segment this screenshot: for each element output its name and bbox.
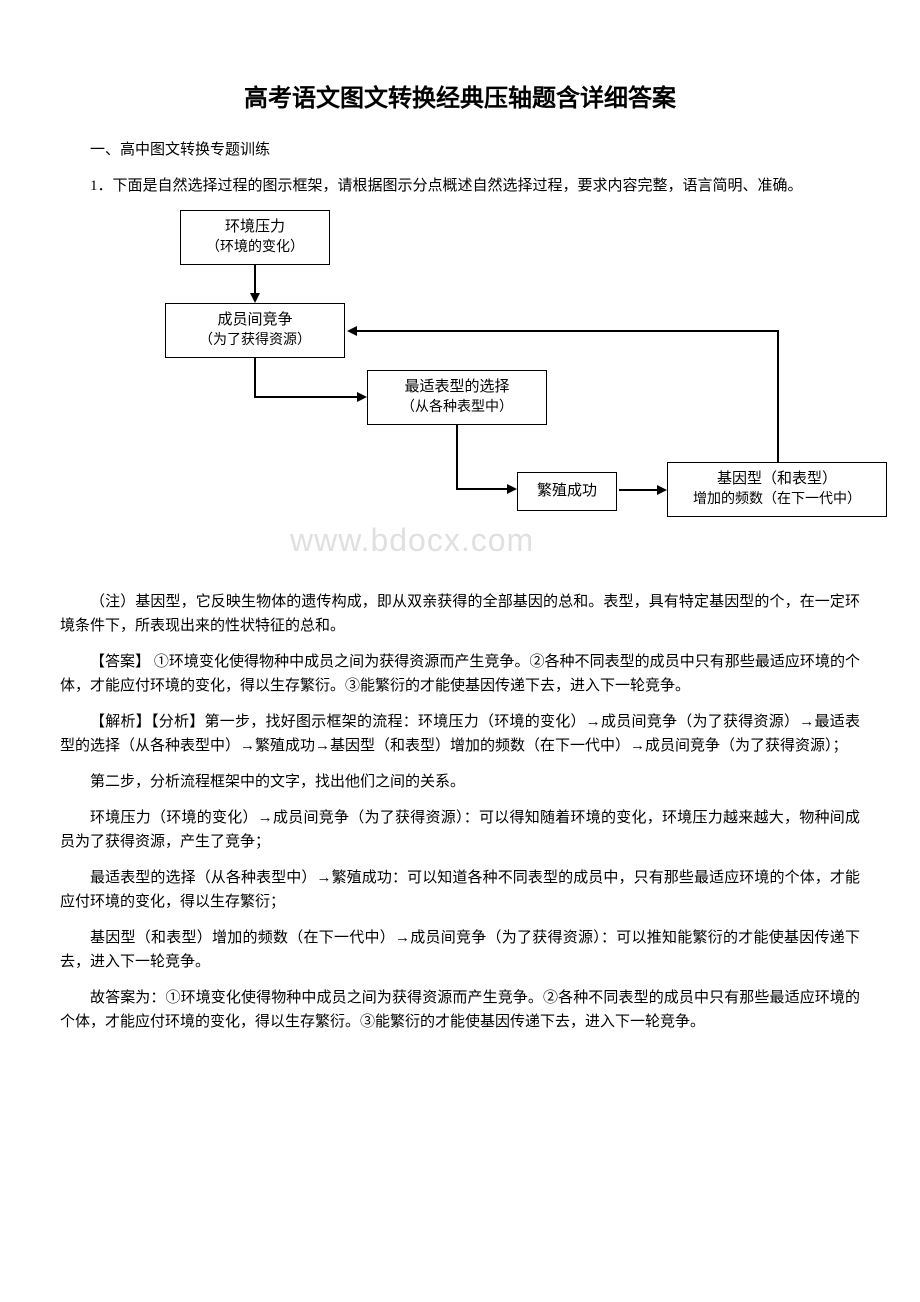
box1-line1: 环境压力: [191, 217, 319, 238]
box3-line1: 最适表型的选择: [378, 377, 536, 398]
conclusion-text: 故答案为：①环境变化使得物种中成员之间为获得资源而产生竞争。②各种不同表型的成员…: [60, 986, 860, 1034]
flowchart-box-4: 繁殖成功: [517, 472, 617, 511]
arrow-3-4-v: [456, 425, 458, 490]
watermark-text: www.bdocx.com: [290, 515, 534, 566]
box2-line2: （为了获得资源）: [176, 331, 334, 351]
flowchart-box-5: 基因型（和表型） 增加的频数（在下一代中）: [667, 462, 887, 517]
arrow-4-5: [619, 489, 659, 491]
page-title: 高考语文图文转换经典压轴题含详细答案: [60, 80, 860, 118]
analysis-p3: 环境压力（环境的变化）→成员间竞争（为了获得资源）：可以得知随着环境的变化，环境…: [60, 806, 860, 854]
analysis-p5: 基因型（和表型）增加的频数（在下一代中）→成员间竞争（为了获得资源）：可以推知能…: [60, 926, 860, 974]
analysis-p1: 【解析】【分析】第一步，找好图示框架的流程：环境压力（环境的变化）→成员间竞争（…: [60, 710, 860, 758]
flowchart-diagram: www.bdocx.com 环境压力 （环境的变化） 成员间竞争 （为了获得资源…: [110, 210, 890, 580]
arrow-head-3-4: [507, 484, 517, 494]
arrow-1-2: [254, 265, 256, 295]
box3-line2: （从各种表型中）: [378, 398, 536, 418]
analysis-p2: 第二步，分析流程框架中的文字，找出他们之间的关系。: [60, 770, 860, 794]
feedback-arrow-head: [347, 326, 357, 336]
arrow-head-2-3: [357, 392, 367, 402]
box2-line1: 成员间竞争: [176, 310, 334, 331]
arrow-head-1-2: [250, 293, 260, 303]
note-text: （注）基因型，它反映生物体的遗传构成，即从双亲获得的全部基因的总和。表型，具有特…: [60, 590, 860, 638]
box5-line1: 基因型（和表型）: [678, 469, 876, 490]
arrow-2-3-h: [254, 396, 359, 398]
flowchart-box-2: 成员间竞争 （为了获得资源）: [165, 303, 345, 358]
feedback-h: [357, 330, 779, 332]
arrow-head-4-5: [657, 485, 667, 495]
box5-line2: 增加的频数（在下一代中）: [678, 490, 876, 510]
feedback-v: [777, 330, 779, 462]
section-header: 一、高中图文转换专题训练: [60, 138, 860, 162]
answer-text: 【答案】 ①环境变化使得物种中成员之间为获得资源而产生竞争。②各种不同表型的成员…: [60, 650, 860, 698]
analysis-p4: 最适表型的选择（从各种表型中）→繁殖成功：可以知道各种不同表型的成员中，只有那些…: [60, 866, 860, 914]
question-text: 1．下面是自然选择过程的图示框架，请根据图示分点概述自然选择过程，要求内容完整，…: [60, 174, 860, 198]
box1-line2: （环境的变化）: [191, 238, 319, 258]
arrow-3-4-h: [456, 488, 509, 490]
flowchart-box-1: 环境压力 （环境的变化）: [180, 210, 330, 265]
arrow-2-3-v: [254, 358, 256, 398]
box4-line1: 繁殖成功: [528, 481, 606, 502]
flowchart-box-3: 最适表型的选择 （从各种表型中）: [367, 370, 547, 425]
